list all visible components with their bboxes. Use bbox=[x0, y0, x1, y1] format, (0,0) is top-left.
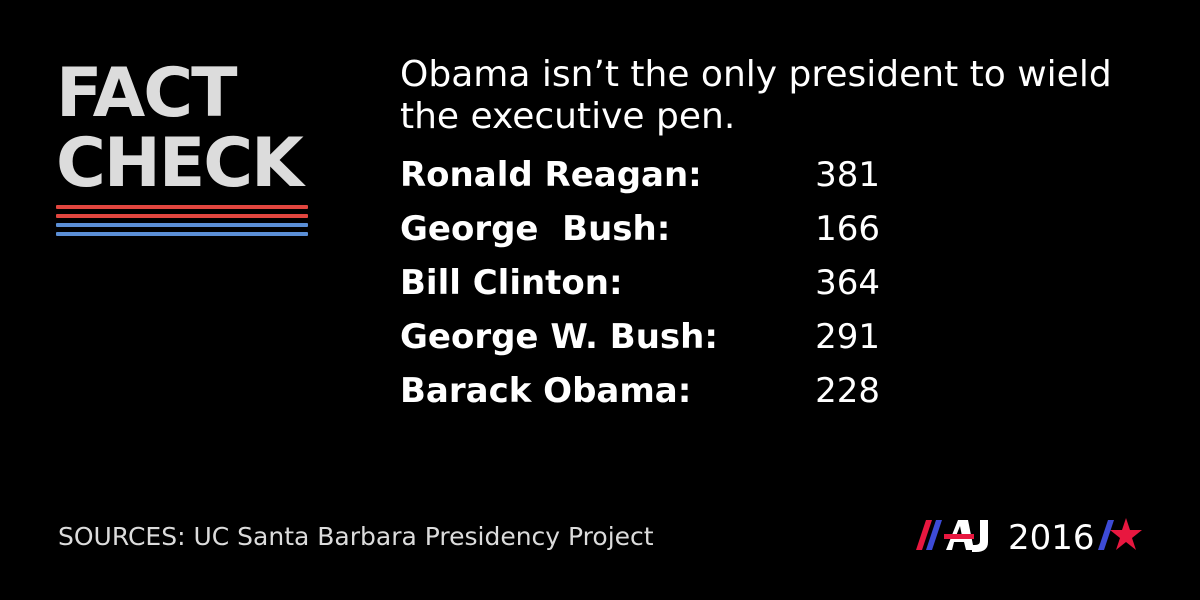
brand-mark: 2016 bbox=[908, 512, 1148, 564]
list-item: George Bush: 166 bbox=[400, 202, 900, 256]
order-count: 381 bbox=[815, 155, 880, 195]
list-item: Ronald Reagan: 381 bbox=[400, 148, 900, 202]
logo-word-fact: FACT bbox=[56, 54, 238, 133]
headline: Obama isn’t the only president to wield … bbox=[400, 54, 1112, 137]
president-name: Barack Obama: bbox=[400, 371, 692, 411]
executive-orders-list: Ronald Reagan: 381 George Bush: 166 Bill… bbox=[400, 148, 900, 418]
aj-logo-icon bbox=[916, 520, 988, 552]
logo-stripes bbox=[56, 205, 308, 241]
order-count: 291 bbox=[815, 317, 880, 357]
star-icon bbox=[1098, 518, 1142, 550]
fact-check-logo: FACT CHECK bbox=[56, 54, 312, 236]
order-count: 364 bbox=[815, 263, 880, 303]
list-item: George W. Bush: 291 bbox=[400, 310, 900, 364]
logo-stripe bbox=[56, 232, 308, 236]
list-item: Bill Clinton: 364 bbox=[400, 256, 900, 310]
logo-stripe bbox=[56, 205, 308, 209]
order-count: 228 bbox=[815, 371, 880, 411]
logo-stripe bbox=[56, 214, 308, 218]
brand-year: 2016 bbox=[1008, 518, 1095, 558]
order-count: 166 bbox=[815, 209, 880, 249]
president-name: Bill Clinton: bbox=[400, 263, 623, 303]
president-name: George W. Bush: bbox=[400, 317, 718, 357]
list-item: Barack Obama: 228 bbox=[400, 364, 900, 418]
logo-stripe bbox=[56, 223, 308, 227]
president-name: Ronald Reagan: bbox=[400, 155, 702, 195]
sources-note: SOURCES: UC Santa Barbara Presidency Pro… bbox=[58, 522, 654, 551]
president-name: George Bush: bbox=[400, 209, 671, 249]
logo-word-check: CHECK bbox=[56, 124, 304, 203]
